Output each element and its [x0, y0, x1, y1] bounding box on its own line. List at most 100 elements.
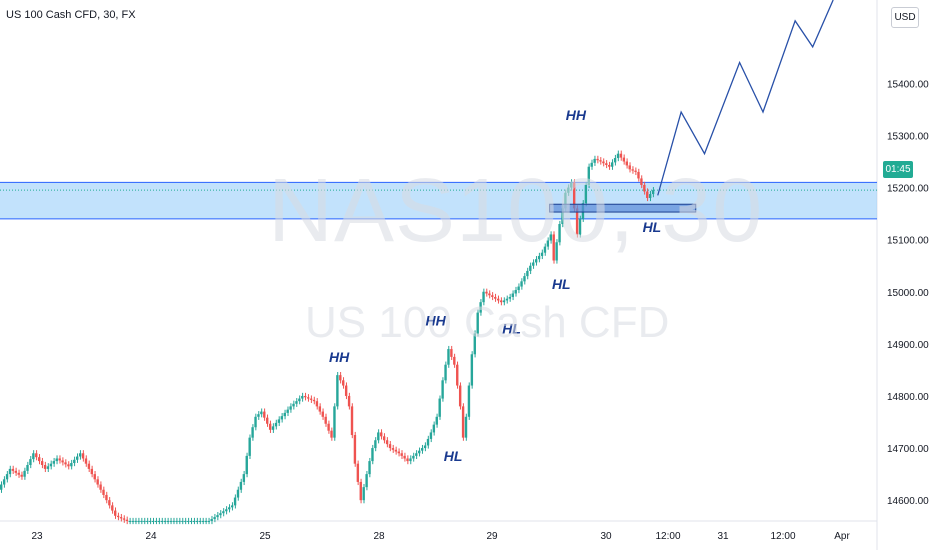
candle-body: [540, 252, 544, 256]
candle-body: [435, 416, 438, 425]
candle-body: [494, 296, 497, 299]
candle-body: [330, 430, 333, 438]
candle-body: [163, 521, 167, 522]
candle-body: [520, 281, 523, 287]
candle-body: [64, 462, 67, 465]
candle-body: [43, 464, 47, 469]
candle-body: [344, 385, 348, 396]
candle-body: [178, 521, 181, 522]
price-tick-label: 14800.00: [887, 392, 929, 403]
candle-body: [590, 162, 593, 167]
candle-body: [149, 521, 152, 522]
candle-body: [283, 412, 286, 417]
candle-body: [14, 470, 18, 473]
candle-body: [280, 416, 284, 420]
candle-body: [578, 218, 582, 235]
candle-body: [295, 401, 298, 404]
candle-body: [201, 521, 205, 522]
candle-body: [187, 521, 190, 522]
candle-body: [38, 457, 41, 462]
candle-body: [491, 295, 494, 297]
time-tick-label: 30: [600, 531, 612, 542]
candle-body: [496, 298, 500, 301]
candle-body: [52, 461, 56, 464]
candle-body: [263, 411, 266, 418]
candle-body: [318, 406, 322, 412]
candle-body: [412, 455, 415, 459]
candle-body: [222, 511, 225, 514]
candle-body: [651, 190, 655, 195]
candle-body: [572, 182, 576, 209]
candle-body: [119, 517, 123, 519]
candle-body: [46, 466, 50, 469]
time-tick-label: 29: [486, 531, 498, 542]
candle-body: [32, 453, 35, 460]
symbol-title: US 100 Cash CFD, 30, FX: [6, 9, 136, 21]
candle-body: [426, 438, 430, 446]
candle-body: [242, 474, 246, 482]
candle-body: [388, 444, 392, 449]
candle-body: [488, 293, 491, 296]
candle-body: [228, 507, 231, 510]
candle-body: [353, 435, 357, 464]
candle-body: [479, 302, 482, 313]
candle-body: [204, 521, 208, 522]
candle-body: [271, 426, 275, 430]
candle-body: [230, 505, 234, 508]
candle-body: [268, 423, 272, 430]
candle-body: [640, 178, 643, 185]
candle-body: [619, 153, 623, 158]
price-tick-label: 14900.00: [887, 340, 929, 351]
candle-body: [552, 234, 555, 261]
candle-body: [146, 521, 149, 522]
currency-badge[interactable]: USD: [891, 7, 919, 28]
higher-low-label: HL: [643, 219, 662, 235]
candle-body: [257, 414, 260, 417]
candle-body: [122, 518, 126, 520]
candle-body: [482, 291, 485, 303]
candle-body: [385, 440, 389, 445]
candle-body: [137, 521, 140, 522]
candle-body: [78, 453, 82, 457]
candle-body: [134, 521, 137, 522]
candle-body: [2, 479, 6, 485]
candle-body: [99, 484, 102, 490]
candle-body: [213, 517, 216, 520]
candle-body: [131, 521, 134, 522]
candle-body: [254, 416, 257, 428]
candle-body: [73, 459, 76, 464]
candle-body: [374, 440, 377, 449]
candle-body: [236, 489, 240, 498]
candle-body: [336, 375, 339, 407]
time-tick-label: 28: [373, 531, 385, 542]
candle-body: [532, 262, 535, 266]
candle-body: [382, 436, 386, 441]
candle-body: [397, 451, 400, 454]
candle-body: [58, 458, 61, 461]
higher-low-label: HL: [552, 276, 571, 292]
time-tick-label: 23: [31, 531, 43, 542]
last-price-countdown-badge: 01:45: [883, 161, 913, 178]
candle-body: [266, 417, 269, 424]
candle-body: [625, 161, 628, 166]
candle-body: [309, 398, 313, 400]
time-tick-label: 31: [717, 531, 729, 542]
candle-body: [157, 521, 161, 522]
candle-body: [339, 375, 342, 381]
candle-body: [441, 380, 444, 399]
candle-body: [362, 487, 365, 501]
candle-body: [152, 521, 155, 522]
candle-body: [248, 437, 251, 456]
candle-body: [464, 416, 468, 438]
candle-body: [292, 403, 295, 407]
candle-body: [526, 270, 529, 277]
candle-body: [49, 463, 53, 467]
candle-body: [549, 234, 552, 241]
candle-body: [646, 191, 649, 198]
candle-body: [511, 293, 514, 297]
candle-body: [154, 521, 158, 522]
candle-body: [570, 182, 573, 188]
candle-body: [643, 184, 646, 192]
higher-high-label: HH: [566, 107, 587, 123]
